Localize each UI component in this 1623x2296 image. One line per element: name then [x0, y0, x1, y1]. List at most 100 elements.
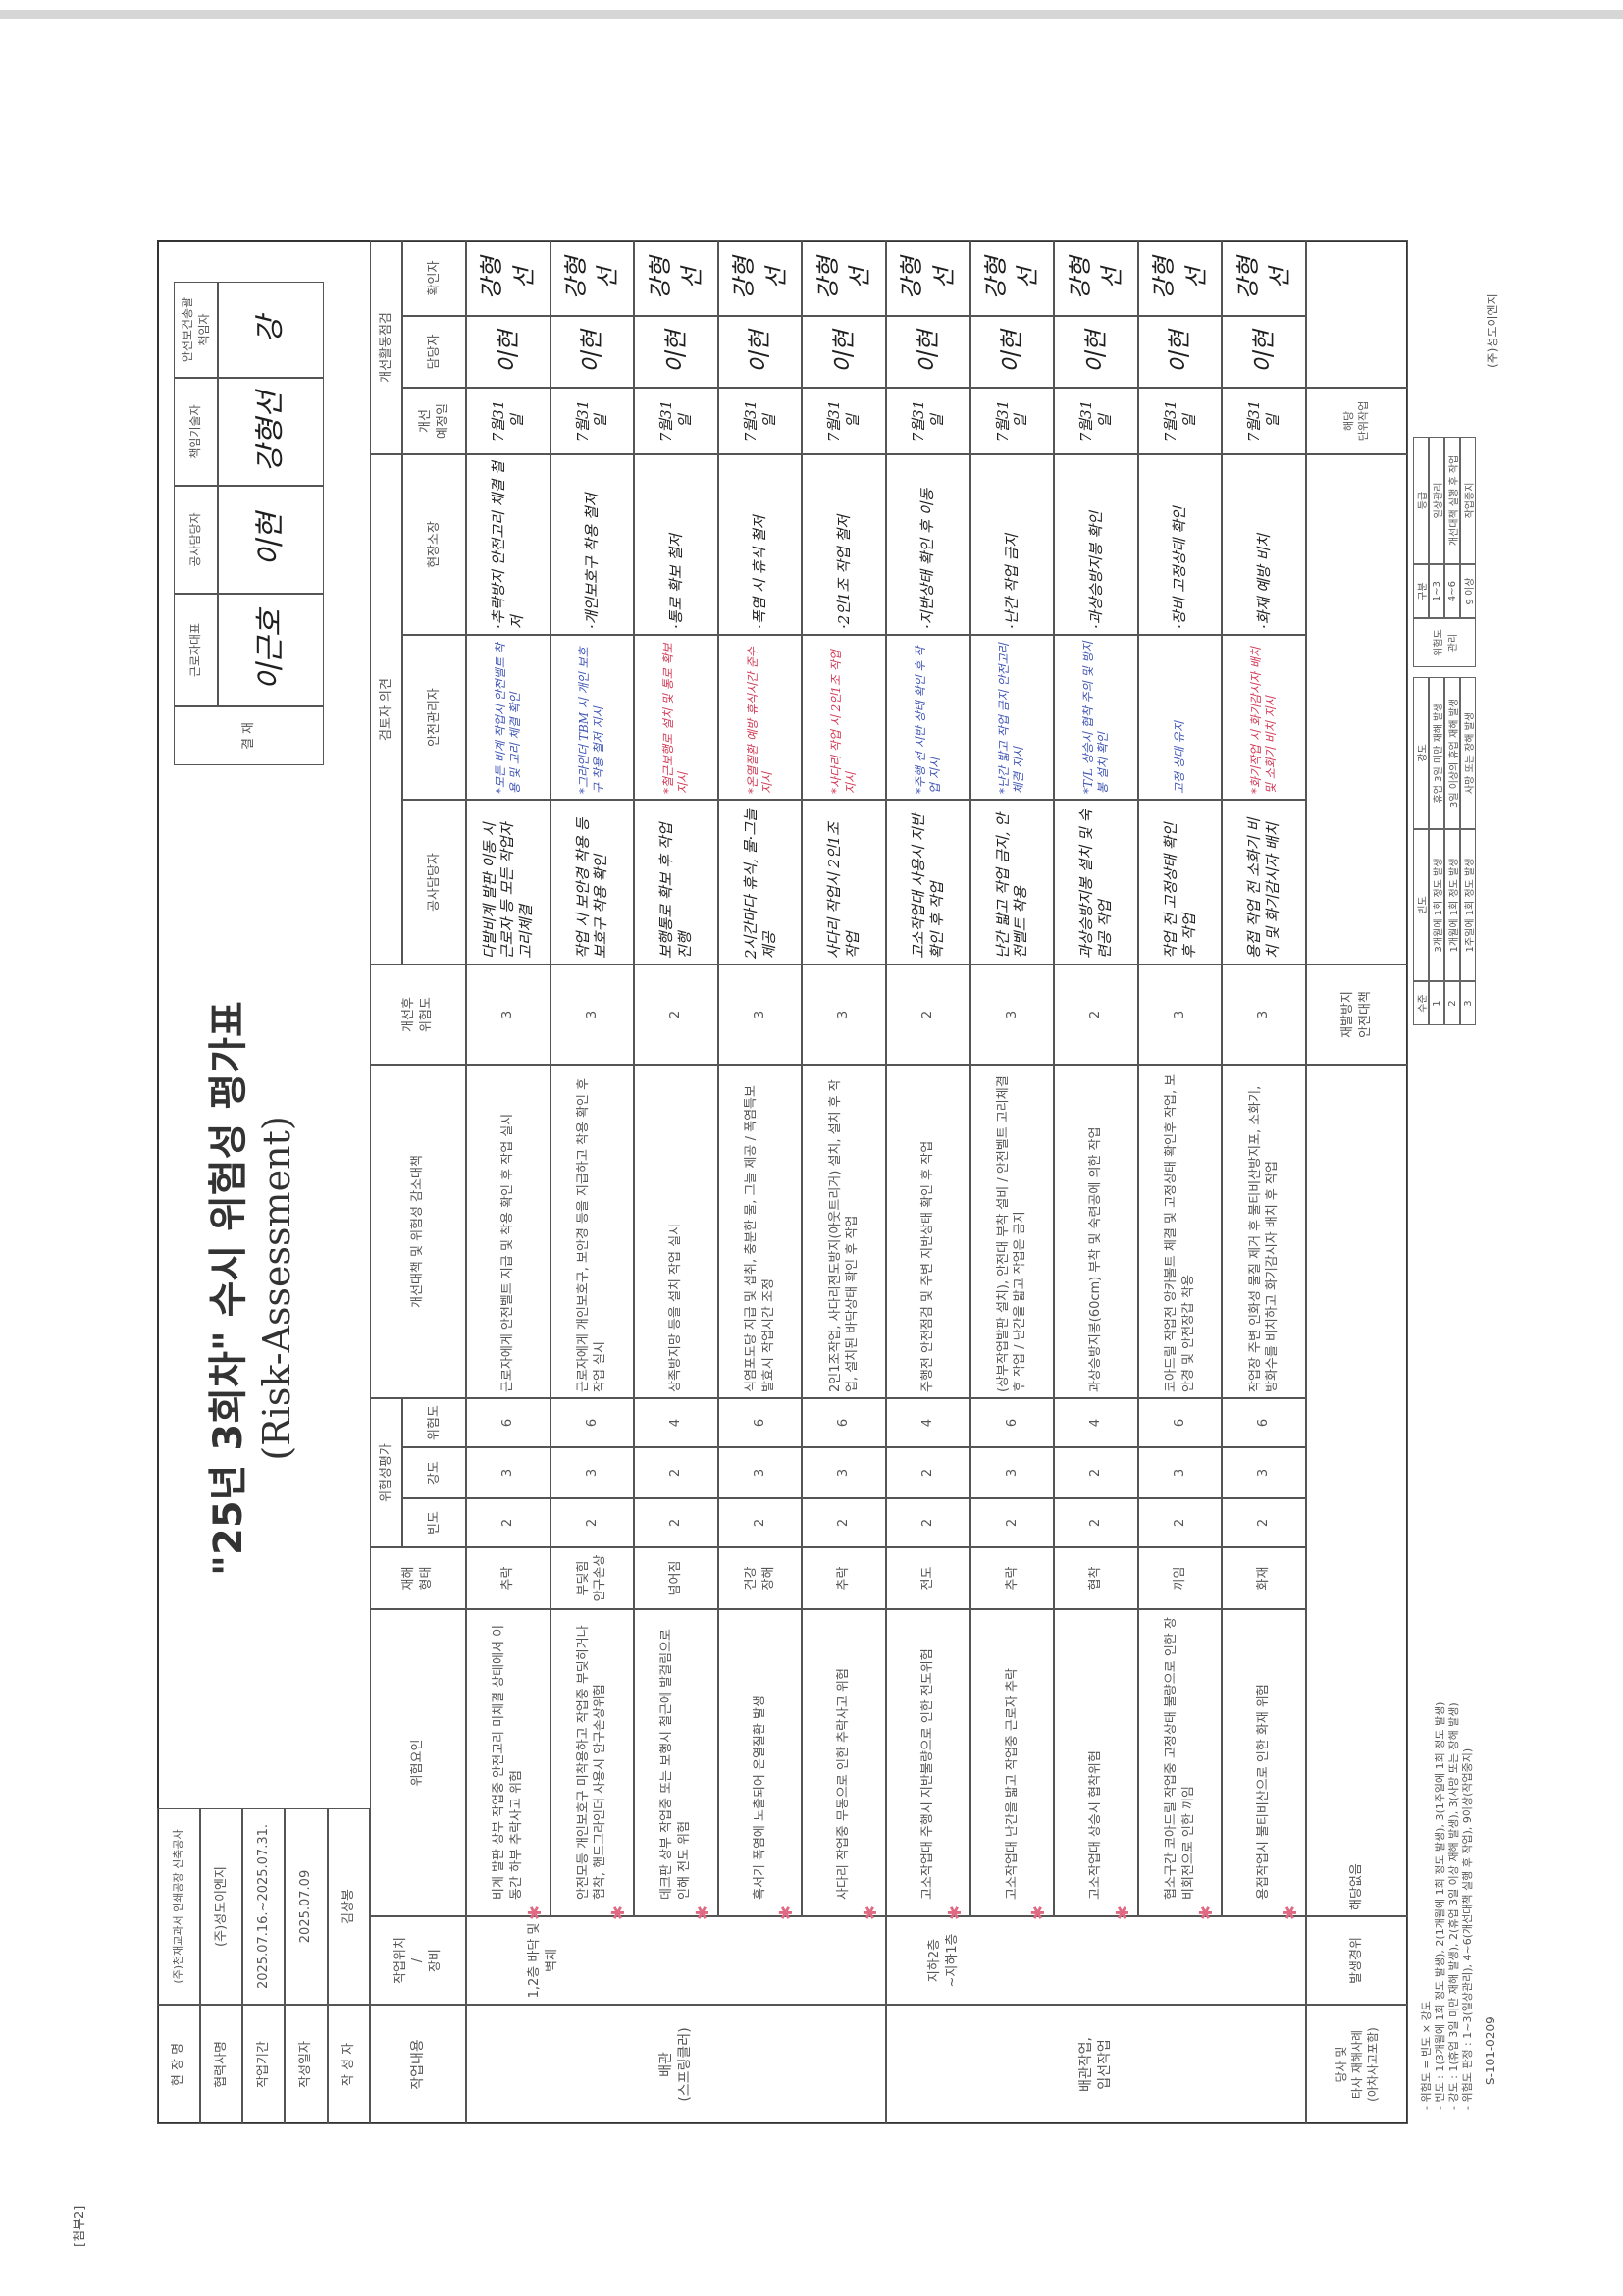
frequency-cell: 2: [802, 1498, 886, 1547]
owner-signature: 이현: [717, 316, 803, 388]
safety-manager-opinion: 고정 상태 유지: [1137, 635, 1223, 800]
construction-manager-opinion: 용접 작업 전 소화기 비치 및 화기감시자 배치: [1222, 800, 1306, 965]
site-manager-opinion: ·폭염 시 휴식 철저: [717, 454, 803, 635]
severity-cell: 3: [550, 1447, 635, 1498]
frequency-cell: 2: [717, 1498, 803, 1547]
site-manager-opinion: ·2인1조 작업 철저: [802, 454, 886, 635]
check-mark-icon: ✱: [1281, 1905, 1301, 1920]
risk-cell: 6: [466, 1398, 550, 1447]
check-mark-icon: ✱: [692, 1905, 713, 1920]
construction-manager-opinion: 보행통로 확보 후 작업 진행: [634, 800, 718, 965]
measure-cell: 작업장 주변 인화성 물질 제거 후 불티비산방지포, 소화기, 방화수를 비치…: [1222, 1065, 1306, 1398]
residual-risk-cell: 3: [717, 965, 803, 1065]
legend-grade: 개선대책 실행 후 작업: [1444, 437, 1460, 564]
header-work: 작업내용: [370, 2005, 466, 2124]
site-manager-opinion: ·추락방지 안전고리 체결 철저: [466, 454, 550, 635]
approval-title: 안전보건총괄 책임자: [174, 282, 218, 378]
header-risk-group: 위험성평가: [370, 1398, 402, 1547]
location-group-2: 지하2층 ~지하1층: [886, 1916, 1306, 2005]
legend-grade: 일상관리: [1429, 437, 1444, 564]
legend-level: 3: [1460, 981, 1476, 1025]
measure-cell: 코아드릴 작업전 앙카볼트 체결 및 고정상태 확인후 작업, 보안경 및 안전…: [1137, 1065, 1223, 1398]
header-safety-manager: 안전관리자: [402, 635, 466, 800]
measure-cell: 과상승방지봉(60cm) 부착 및 숙련공에 의한 작업: [1054, 1065, 1138, 1398]
accident-type-cell: 끼임: [1137, 1547, 1223, 1609]
due-date-cell: 7월31일: [550, 388, 635, 454]
construction-manager-opinion: 작업 시 보안경 착용 등 보호구 착용 확인: [550, 800, 635, 965]
date-label: 작성일자: [285, 2005, 328, 2124]
occurrence-value: 해당없음: [1306, 1065, 1408, 1916]
site-label: 현 장 명: [157, 2005, 200, 2124]
severity-cell: 2: [634, 1447, 718, 1498]
measure-cell: 상족방지망 등을 설치 작업 실시: [634, 1065, 718, 1398]
construction-manager-opinion: 다발비계 발판 이동 시 근로자 등 모든 작업자 고리체결: [466, 800, 550, 965]
site-manager-opinion: ·난간 작업 금지: [969, 454, 1055, 635]
risk-cell: 4: [634, 1398, 718, 1447]
legend-frequency-header: 빈도: [1413, 829, 1429, 981]
safety-manager-opinion: *사다리 작업 시 2인1조 작업 지시: [802, 635, 886, 800]
frequency-cell: 2: [969, 1498, 1055, 1547]
accident-type-cell: 추락: [969, 1547, 1055, 1609]
approval-label: 결 재: [174, 706, 324, 765]
page-subtitle: (Risk-Assessment): [255, 1116, 298, 1461]
site-value: (주)천재교과서 인쇄공장 신축공사: [157, 1808, 200, 2005]
hazard-cell: 협소구간 코아드릴 작업중 고정상태 불량으로 인한 장비회전으로 인한 끼임: [1137, 1609, 1223, 1916]
legend-level: 2: [1444, 981, 1460, 1025]
site-manager-opinion: ·통로 확보 철저: [634, 454, 718, 635]
work-group-1: 배관 (스프링클러): [466, 2005, 886, 2124]
risk-cell: 6: [802, 1398, 886, 1447]
checker-signature: 강형선: [969, 240, 1055, 316]
severity-cell: 3: [717, 1447, 803, 1498]
header-site-manager: 현장소장: [402, 454, 466, 635]
safety-manager-opinion: *T/L 상승시 협착 주의 및 방지봉 설치 확인: [1054, 635, 1138, 800]
accident-type-cell: 추락: [802, 1547, 886, 1609]
risk-cell: 4: [886, 1398, 970, 1447]
header-risk: 위험도: [402, 1398, 466, 1447]
page-title: "25년 3회차" 수시 위험성 평가표: [206, 1001, 251, 1576]
residual-risk-cell: 3: [802, 965, 886, 1065]
due-date-cell: 7월31일: [969, 388, 1055, 454]
due-date-cell: 7월31일: [802, 388, 886, 454]
residual-risk-cell: 3: [1222, 965, 1306, 1065]
occurrence-label: 발생경위: [1306, 1916, 1408, 2005]
due-date-cell: 7월31일: [1054, 388, 1138, 454]
checker-signature: 강형선: [802, 240, 886, 316]
risk-cell: 6: [969, 1398, 1055, 1447]
checker-signature: 강형선: [466, 240, 550, 316]
header-due-date: 개선 예정일: [402, 388, 466, 454]
due-date-cell: 7월31일: [886, 388, 970, 454]
construction-manager-opinion: 사다리 작업시 2인1조 작업: [802, 800, 886, 965]
safety-manager-opinion: *그라인더 TBM 시 개인 보호구 착용 철저 지시: [550, 635, 635, 800]
form-code: S-101-0209: [1484, 2016, 1497, 2085]
check-mark-icon: ✱: [1028, 1905, 1050, 1920]
due-date-cell: 7월31일: [634, 388, 718, 454]
legend-class-header: 구분: [1413, 564, 1429, 618]
safety-manager-opinion: *모든 비계 작업시 안전벨트 착용 및 고리 체결 확인: [466, 635, 550, 800]
frequency-cell: 2: [550, 1498, 635, 1547]
legend-range: 4~6: [1444, 564, 1460, 618]
checker-signature: 강형선: [717, 240, 803, 316]
measure-cell: 주행전 안전점검 및 주변 지반상태 확인 후 작업: [886, 1065, 970, 1398]
hazard-cell: 사다리 작업중 무동으로 인한 추락사고 위험: [802, 1609, 886, 1916]
safety-manager-opinion: *온열질환 예방 휴식시간 준수 지시: [717, 635, 803, 800]
frequency-cell: 2: [634, 1498, 718, 1547]
check-mark-icon: ✱: [861, 1905, 881, 1920]
header-location: 작업위치 / 장비: [370, 1916, 466, 2005]
header-construction-manager: 공사담당자: [402, 800, 466, 965]
risk-cell: 6: [550, 1398, 635, 1447]
measure-cell: 근로자에게 안전벨트 지급 및 착용 확인 후 작업 실시: [466, 1065, 550, 1398]
construction-manager-opinion: 고소작업대 사용시 지반 확인 후 작업: [886, 800, 970, 965]
check-mark-icon: ✱: [776, 1905, 798, 1920]
severity-cell: 3: [969, 1447, 1055, 1498]
check-mark-icon: ✱: [944, 1905, 966, 1920]
site-manager-opinion: ·장비 고정상태 확인: [1137, 454, 1223, 635]
checker-signature: 강형선: [634, 240, 718, 316]
hazard-cell: 혹서기 폭염에 노출되어 온열질환 발생: [717, 1609, 803, 1916]
risk-cell: 6: [1137, 1398, 1223, 1447]
site-manager-opinion: ·화재 예방 비치: [1222, 454, 1306, 635]
header-residual-risk: 개선후 위험도: [370, 965, 466, 1065]
work-group-2: 배관작업, 입선작업: [886, 2005, 1306, 2124]
header-checker: 확인자: [402, 240, 466, 316]
author-value: 김상봉: [328, 1808, 370, 2005]
severity-cell: 2: [886, 1447, 970, 1498]
